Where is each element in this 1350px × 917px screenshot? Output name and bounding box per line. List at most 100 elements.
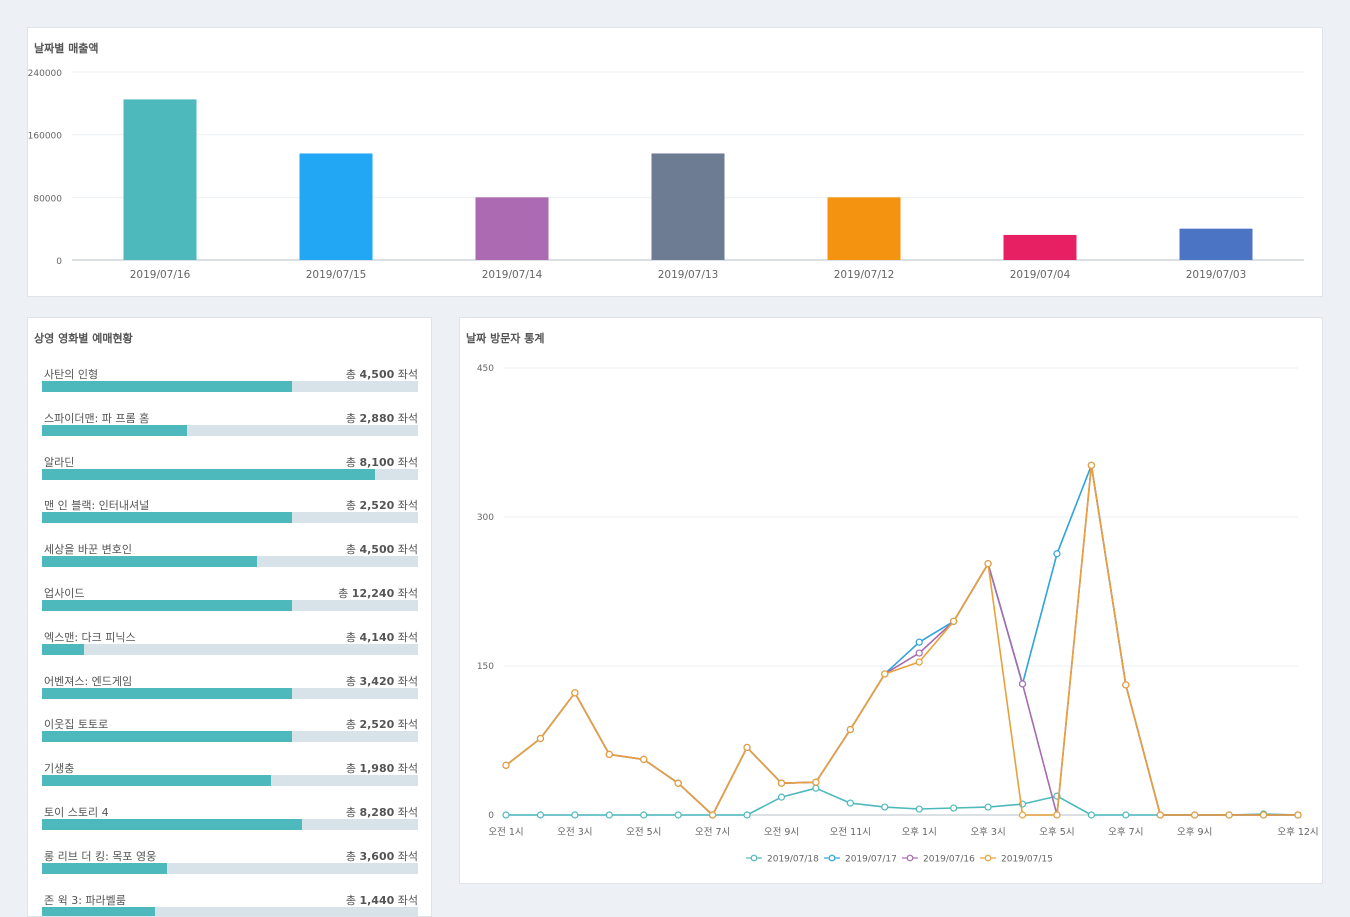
visitors-data-point[interactable]: [1053, 550, 1061, 558]
movie-name: 기생충: [44, 762, 75, 776]
legend-item[interactable]: 2019/07/17: [824, 855, 897, 865]
movie-name: 스파이더맨: 파 프롬 홈: [44, 411, 150, 425]
visitors-data-point[interactable]: [571, 689, 579, 697]
movie-name: 롱 리브 더 킹: 목포 영웅: [44, 849, 157, 863]
movie-progress-fill: [42, 775, 272, 787]
movie-progress-fill: [42, 819, 303, 830]
movie-progress-track: [42, 556, 418, 568]
movie-item: 스파이더맨: 파 프롬 홈 총 2,880 좌석: [42, 410, 418, 440]
visitors-data-point[interactable]: [846, 725, 854, 734]
visitors-data-point[interactable]: [640, 755, 648, 763]
visitors-data-point[interactable]: [777, 793, 786, 801]
visitors-data-point[interactable]: [1225, 811, 1233, 819]
movie-progress-fill: [42, 906, 155, 916]
movie-name: 이웃집 토토로: [44, 718, 109, 732]
movie-progress-fill: [42, 381, 293, 392]
legend-marker: [906, 854, 914, 862]
visitors-data-point[interactable]: [950, 804, 958, 812]
legend-label: 2019/07/17: [845, 855, 897, 865]
visitors-series-2019/07/16: [502, 461, 1302, 819]
visitors-data-point[interactable]: [915, 805, 923, 813]
visitors-data-point[interactable]: [1018, 811, 1027, 819]
revenue-x-tick-label: 2019/07/15: [306, 269, 367, 281]
movie-name: 세상을 바꾼 변호인: [44, 543, 132, 557]
revenue-y-tick-label: 80000: [33, 194, 62, 204]
revenue-bar[interactable]: [1179, 228, 1253, 260]
visitors-series-2019/07/18: [502, 784, 1302, 819]
revenue-bar[interactable]: [1003, 234, 1077, 260]
visitors-data-point[interactable]: [915, 649, 923, 657]
visitors-data-point[interactable]: [984, 803, 992, 811]
visitors-data-point[interactable]: [1087, 811, 1095, 819]
visitors-x-tick-label: 오전 1시: [488, 827, 523, 838]
visitors-data-point[interactable]: [674, 811, 682, 819]
visitors-panel-title: 날짜 방문자 통계: [466, 332, 545, 345]
visitors-data-point[interactable]: [812, 778, 820, 786]
visitors-data-point[interactable]: [777, 779, 786, 787]
revenue-bar[interactable]: [651, 153, 725, 260]
visitors-data-point[interactable]: [984, 560, 992, 568]
movie-progress-track: [42, 468, 418, 480]
visitors-data-point[interactable]: [502, 811, 510, 819]
movie-total: 총 3,600 좌석: [345, 849, 418, 863]
movie-item: 어벤져스: 엔드게임 총 3,420 좌석: [42, 673, 418, 703]
visitors-data-point[interactable]: [1122, 811, 1130, 819]
movie-progress-fill: [42, 643, 85, 655]
movie-progress-fill: [42, 556, 258, 568]
movie-item: 존 윅 3: 파라벨룸 총 1,440 좌석: [42, 892, 418, 916]
revenue-bar[interactable]: [299, 153, 373, 260]
legend-item[interactable]: 2019/07/16: [902, 855, 975, 865]
visitors-data-point[interactable]: [709, 811, 717, 819]
movie-progress-fill: [42, 468, 375, 480]
revenue-bar[interactable]: [123, 99, 197, 261]
movie-total: 총 12,240 좌석: [338, 587, 418, 600]
visitors-data-point[interactable]: [640, 811, 648, 819]
revenue-bar[interactable]: [827, 197, 901, 260]
visitors-data-point[interactable]: [1122, 681, 1130, 689]
visitors-data-point[interactable]: [605, 811, 613, 819]
movie-progress-track: [42, 424, 418, 436]
movie-total: 총 8,100 좌석: [345, 455, 418, 469]
visitors-x-tick-label: 오후 1시: [902, 827, 937, 838]
movie-total: 총 4,500 좌석: [345, 368, 418, 381]
visitors-data-point[interactable]: [743, 811, 751, 819]
visitors-data-point[interactable]: [881, 803, 889, 811]
movie-total: 총 2,880 좌석: [345, 411, 418, 425]
visitors-data-point[interactable]: [502, 761, 510, 769]
visitors-data-point[interactable]: [1294, 811, 1302, 819]
visitors-data-point[interactable]: [915, 658, 923, 666]
revenue-x-tick-label: 2019/07/13: [658, 269, 719, 281]
movie-progress-track: [42, 906, 418, 916]
visitors-data-point[interactable]: [571, 811, 579, 819]
revenue-panel-title: 날짜별 매출액: [34, 42, 99, 55]
legend-label: 2019/07/15: [1001, 855, 1053, 865]
visitors-data-point[interactable]: [950, 617, 958, 625]
visitors-data-point[interactable]: [1191, 811, 1199, 819]
movie-name: 토이 스토리 4: [44, 806, 109, 819]
movie-progress-track: [42, 512, 418, 524]
visitors-data-point[interactable]: [881, 670, 889, 678]
visitors-data-point[interactable]: [536, 811, 545, 819]
visitors-data-point[interactable]: [605, 750, 613, 759]
visitors-data-point[interactable]: [1087, 461, 1095, 469]
movie-item: 롱 리브 더 킹: 목포 영웅 총 3,600 좌석: [42, 848, 418, 878]
visitors-data-point[interactable]: [743, 743, 751, 752]
visitors-data-point[interactable]: [1053, 811, 1061, 819]
movie-progress-track: [42, 775, 418, 787]
legend-item[interactable]: 2019/07/18: [746, 855, 819, 865]
legend-marker: [828, 854, 836, 862]
revenue-bar[interactable]: [475, 197, 549, 260]
movie-name: 어벤져스: 엔드게임: [44, 674, 133, 688]
visitors-data-point[interactable]: [674, 779, 682, 787]
visitors-data-point[interactable]: [846, 799, 854, 807]
visitors-data-point[interactable]: [812, 784, 820, 792]
visitors-data-point[interactable]: [1018, 680, 1027, 688]
visitors-data-point[interactable]: [915, 638, 923, 646]
visitors-data-point[interactable]: [536, 734, 545, 743]
visitors-series-line: [505, 464, 1298, 816]
visitors-data-point[interactable]: [1259, 811, 1268, 819]
visitors-data-point[interactable]: [1156, 811, 1164, 819]
visitors-x-tick-label: 오후 7시: [1108, 827, 1143, 838]
legend-item[interactable]: 2019/07/15: [980, 855, 1053, 865]
movie-item: 맨 인 블랙: 인터내셔널 총 2,520 좌석: [42, 497, 418, 527]
